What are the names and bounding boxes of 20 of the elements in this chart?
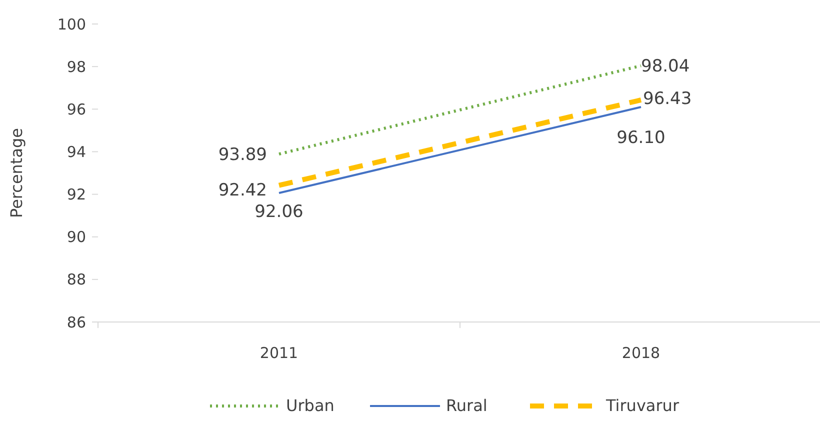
data-label: 96.10	[616, 128, 666, 148]
x-tick-label: 2018	[622, 344, 660, 362]
x-tick-label: 2011	[260, 344, 298, 362]
data-label: 92.42	[218, 180, 267, 200]
y-tick-label: 92	[66, 186, 86, 204]
y-tick-label: 98	[66, 58, 86, 76]
data-label: 92.06	[254, 202, 304, 222]
y-tick-label: 88	[66, 270, 86, 289]
y-tick-label: 96	[66, 100, 86, 118]
legend-label: Tiruvarur	[605, 396, 680, 415]
data-label: 93.89	[218, 145, 267, 166]
data-label: 96.43	[643, 88, 692, 109]
y-tick-label: 86	[66, 313, 86, 332]
y-tick-label: 90	[66, 228, 86, 246]
data-label: 98.04	[641, 56, 690, 77]
y-tick-label: 100	[57, 15, 86, 34]
y-tick-label: 94	[66, 142, 86, 161]
legend-label: Rural	[446, 396, 488, 415]
legend-label: Urban	[286, 396, 334, 415]
y-axis-title: Percentage	[7, 128, 26, 218]
